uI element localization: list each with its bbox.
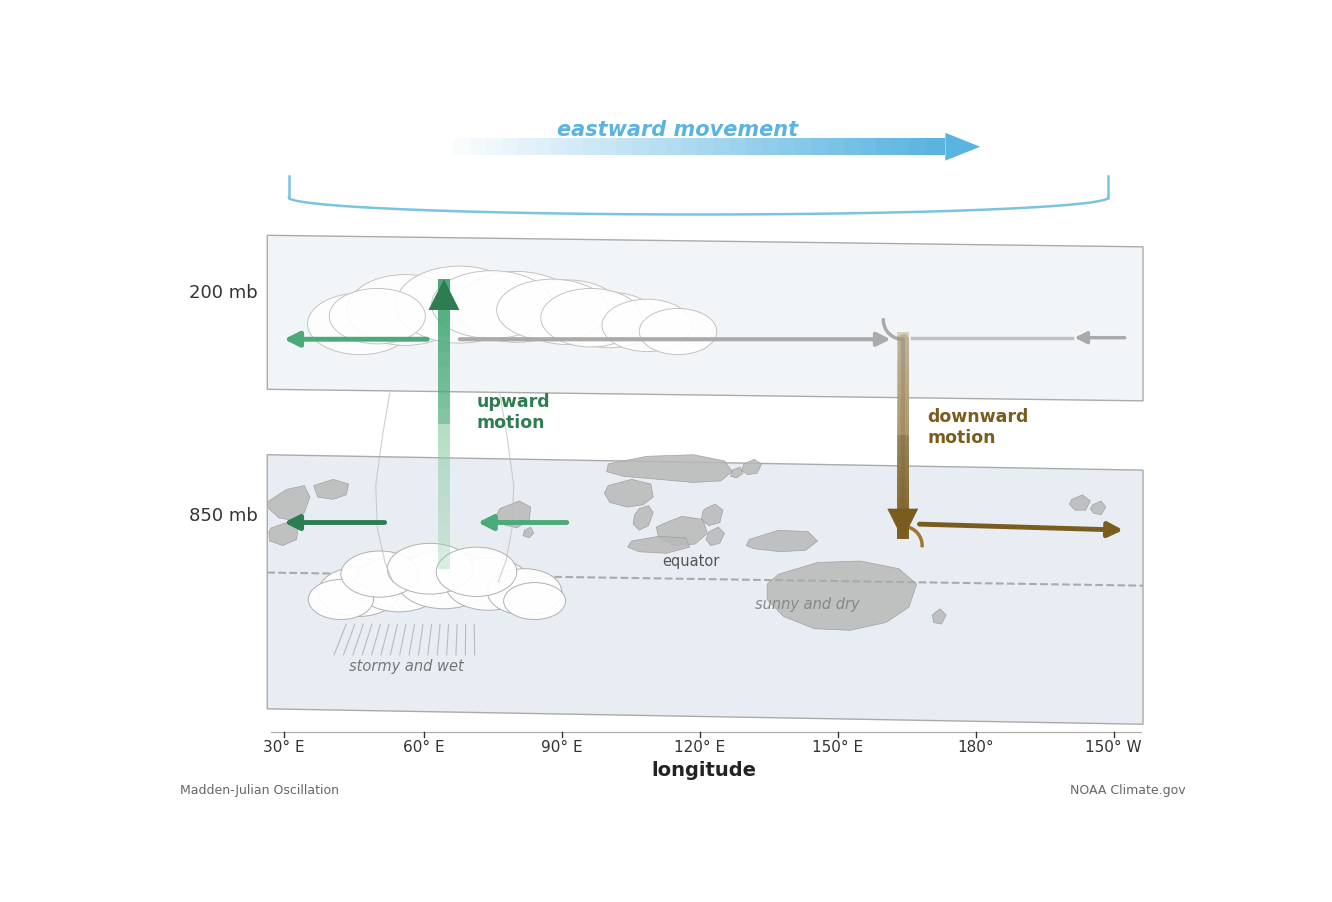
Text: 30° E: 30° E xyxy=(264,740,305,755)
Polygon shape xyxy=(268,455,1143,724)
Polygon shape xyxy=(1091,501,1106,515)
Ellipse shape xyxy=(488,568,562,615)
Text: 60° E: 60° E xyxy=(404,740,445,755)
Text: 90° E: 90° E xyxy=(541,740,582,755)
Text: 120° E: 120° E xyxy=(674,740,725,755)
Polygon shape xyxy=(268,235,1143,400)
Ellipse shape xyxy=(514,280,622,345)
Ellipse shape xyxy=(396,550,492,609)
Text: 200 mb: 200 mb xyxy=(189,284,258,302)
Polygon shape xyxy=(1070,495,1091,511)
Text: upward
motion: upward motion xyxy=(477,393,550,432)
Text: eastward movement: eastward movement xyxy=(557,120,799,140)
Ellipse shape xyxy=(308,293,413,354)
Text: stormy and wet: stormy and wet xyxy=(349,658,464,674)
Ellipse shape xyxy=(372,539,511,601)
Polygon shape xyxy=(701,504,723,526)
Ellipse shape xyxy=(308,579,373,620)
Ellipse shape xyxy=(341,551,418,597)
Text: downward
motion: downward motion xyxy=(927,409,1028,447)
Ellipse shape xyxy=(348,274,464,345)
Text: equator: equator xyxy=(662,554,719,568)
Polygon shape xyxy=(606,455,733,483)
Polygon shape xyxy=(269,522,298,546)
Text: Madden-Julian Oscillation: Madden-Julian Oscillation xyxy=(180,784,340,797)
Ellipse shape xyxy=(318,567,400,616)
Polygon shape xyxy=(605,479,653,507)
Text: longitude: longitude xyxy=(651,761,757,780)
Polygon shape xyxy=(746,530,818,552)
Text: 850 mb: 850 mb xyxy=(189,507,258,525)
Polygon shape xyxy=(429,280,460,310)
Ellipse shape xyxy=(639,308,717,354)
Ellipse shape xyxy=(503,583,566,620)
Ellipse shape xyxy=(432,271,553,338)
Text: 150° W: 150° W xyxy=(1086,740,1142,755)
Ellipse shape xyxy=(562,292,658,347)
Ellipse shape xyxy=(329,289,425,344)
Polygon shape xyxy=(932,609,946,624)
Ellipse shape xyxy=(497,280,609,341)
Polygon shape xyxy=(496,501,530,528)
Ellipse shape xyxy=(388,543,473,594)
Polygon shape xyxy=(742,459,762,474)
Polygon shape xyxy=(314,479,349,500)
Ellipse shape xyxy=(541,289,642,347)
Polygon shape xyxy=(523,527,534,538)
Polygon shape xyxy=(627,537,690,553)
Ellipse shape xyxy=(445,558,530,611)
Ellipse shape xyxy=(457,272,577,343)
Polygon shape xyxy=(946,133,980,161)
Text: 150° E: 150° E xyxy=(813,740,863,755)
Polygon shape xyxy=(657,516,707,546)
Text: 180°: 180° xyxy=(958,740,994,755)
Text: sunny and dry: sunny and dry xyxy=(755,597,860,612)
Polygon shape xyxy=(269,485,310,520)
Ellipse shape xyxy=(436,548,517,596)
Polygon shape xyxy=(633,505,653,530)
Polygon shape xyxy=(887,509,918,539)
Ellipse shape xyxy=(354,557,444,612)
Polygon shape xyxy=(767,561,916,630)
Polygon shape xyxy=(731,467,743,478)
Text: NOAA Climate.gov: NOAA Climate.gov xyxy=(1070,784,1185,797)
Ellipse shape xyxy=(396,266,523,343)
Ellipse shape xyxy=(602,299,691,352)
Polygon shape xyxy=(706,527,725,546)
